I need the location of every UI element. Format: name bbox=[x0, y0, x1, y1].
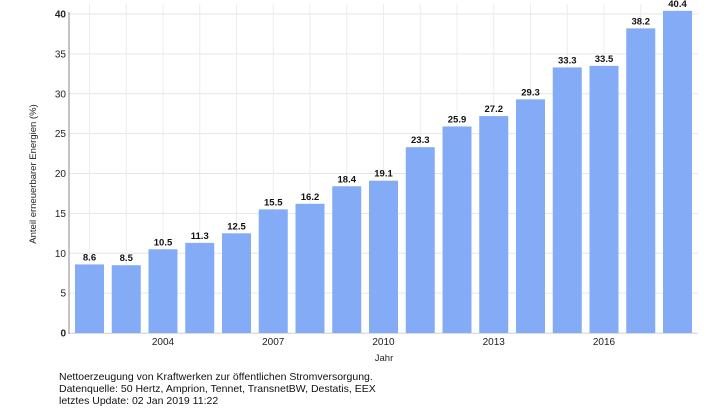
x-tick-label: 2010 bbox=[372, 337, 395, 348]
data-label-2005: 11.3 bbox=[191, 231, 209, 242]
y-tick-label: 20 bbox=[55, 169, 67, 180]
bar-2006 bbox=[222, 233, 251, 333]
x-axis-title: Jahr bbox=[375, 353, 393, 364]
y-ticks: 0 5 10 15 20 25 30 35 40 bbox=[55, 10, 67, 340]
bar-2011 bbox=[405, 147, 435, 333]
footer-line-source: Datenquelle: 50 Hertz, Amprion, Tennet, … bbox=[59, 383, 376, 395]
bar-2012 bbox=[442, 126, 472, 333]
bar-2004 bbox=[148, 249, 178, 333]
data-labels: 8.6 8.5 10.5 11.3 12.5 15.5 16.2 18.4 19.1 23.3 25… bbox=[83, 0, 688, 264]
bar-2015 bbox=[552, 67, 582, 334]
bar-2014 bbox=[516, 99, 545, 334]
y-tick-label: 35 bbox=[55, 49, 67, 60]
footer-line-update: letztes Update: 02 Jan 2019 11:22 bbox=[59, 395, 219, 407]
y-tick-label: 5 bbox=[60, 289, 66, 300]
bar-2009 bbox=[332, 186, 362, 333]
x-tick-label: 2013 bbox=[483, 337, 506, 348]
data-label-2017: 38.2 bbox=[632, 16, 651, 27]
bar-2008 bbox=[295, 203, 325, 333]
x-tick-label: 2004 bbox=[152, 337, 175, 348]
y-tick-label: 0 bbox=[60, 329, 66, 340]
data-label-2014: 29.3 bbox=[521, 87, 540, 98]
y-tick-label: 15 bbox=[55, 209, 67, 220]
data-label-2008: 16.2 bbox=[301, 192, 320, 203]
bars bbox=[75, 10, 692, 334]
data-label-2015: 33.3 bbox=[558, 55, 577, 66]
bar-2003 bbox=[111, 265, 141, 333]
bar-2017 bbox=[626, 28, 656, 333]
bar-chart: 8.6 8.5 10.5 11.3 12.5 15.5 16.2 18.4 19.1 23.3 25… bbox=[28, 0, 698, 364]
y-tick-label: 10 bbox=[55, 249, 67, 260]
bar-2005 bbox=[185, 242, 215, 333]
footer-note: Nettoerzeugung von Kraftwerken zur öffen… bbox=[59, 371, 376, 407]
y-tick-label: 30 bbox=[55, 89, 67, 100]
data-label-2009: 18.4 bbox=[338, 174, 357, 185]
data-label-2004: 10.5 bbox=[154, 237, 173, 248]
y-tick-label: 40 bbox=[55, 10, 67, 21]
data-label-2006: 12.5 bbox=[227, 221, 246, 232]
data-label-2007: 15.5 bbox=[264, 197, 283, 208]
x-ticks: 2004 2007 2010 2013 2016 bbox=[152, 337, 616, 348]
bar-2018 bbox=[663, 10, 692, 334]
y-axis-title: Anteil erneuerbarer Energien (%) bbox=[28, 104, 39, 243]
data-label-2018: 40.4 bbox=[668, 0, 687, 10]
bar-2007 bbox=[258, 209, 288, 333]
data-label-2013: 27.2 bbox=[485, 104, 504, 115]
data-label-2010: 19.1 bbox=[374, 169, 393, 180]
data-label-2012: 25.9 bbox=[448, 114, 467, 125]
x-tick-label: 2016 bbox=[593, 337, 616, 348]
bar-2002 bbox=[75, 264, 104, 333]
x-tick-label: 2007 bbox=[262, 337, 285, 348]
bar-2016 bbox=[589, 65, 619, 334]
data-label-2016: 33.5 bbox=[595, 54, 614, 65]
data-label-2011: 23.3 bbox=[411, 135, 430, 146]
footer-line-description: Nettoerzeugung von Kraftwerken zur öffen… bbox=[59, 371, 373, 383]
y-tick-label: 25 bbox=[55, 129, 67, 140]
bar-2010 bbox=[369, 180, 398, 333]
data-label-2003: 8.5 bbox=[120, 253, 134, 264]
bar-2013 bbox=[479, 116, 509, 333]
data-label-2002: 8.6 bbox=[83, 252, 96, 263]
